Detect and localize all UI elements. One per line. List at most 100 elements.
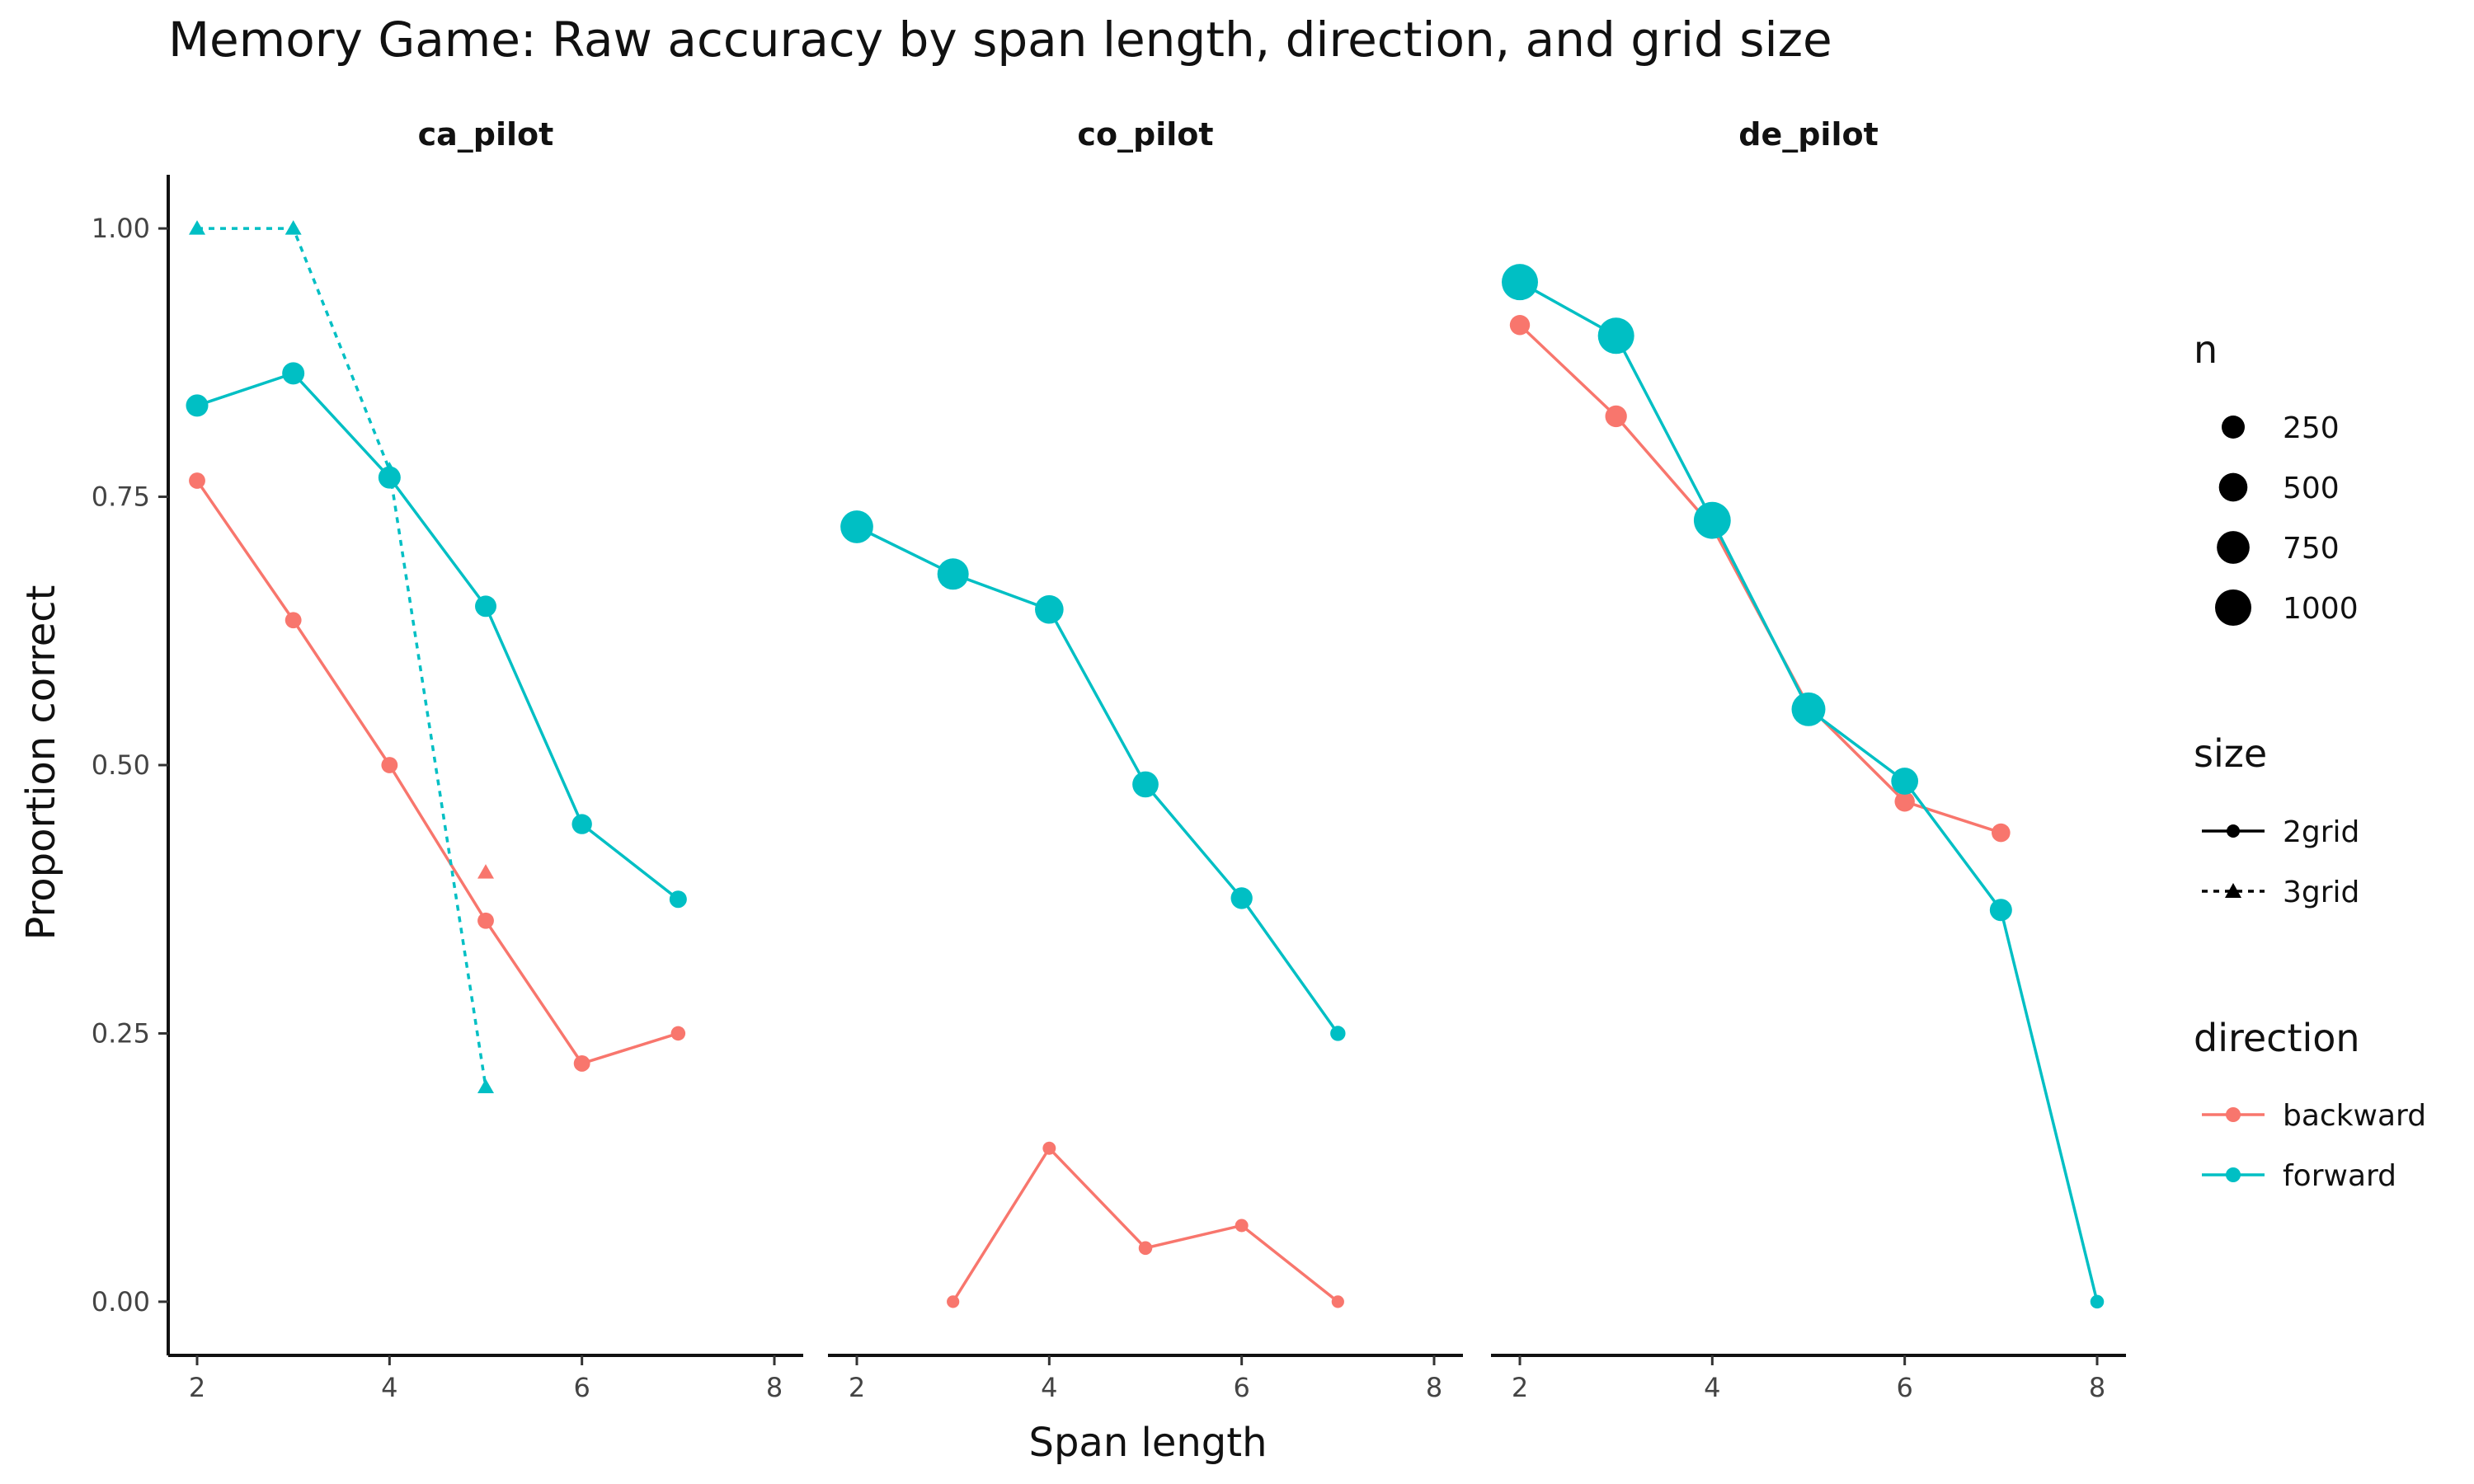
data-point: [1597, 317, 1634, 355]
legend-label: 250: [2283, 411, 2340, 445]
data-point: [1132, 771, 1159, 798]
data-point: [571, 814, 592, 834]
legend-label: 3grid: [2283, 876, 2359, 909]
data-point: [477, 912, 494, 929]
legend-size-key: [2222, 416, 2245, 439]
data-point: [1138, 1241, 1153, 1256]
legend: n 250 500 750 1000 size 2grid 3grid direction bac…: [2194, 327, 2426, 1193]
panel-de_pilot: de_pilot 2 4 6 8: [1491, 116, 2126, 1403]
legend-label: forward: [2283, 1159, 2396, 1193]
legend-color-dot: [2226, 1167, 2241, 1182]
series-backward-2grid: [1509, 315, 2011, 843]
x-tick-label: 4: [381, 1372, 397, 1403]
series-forward-3grid: [189, 220, 494, 1094]
data-point: [282, 362, 305, 385]
legend-shape-triangle: [2225, 883, 2241, 898]
chart-title: Memory Game: Raw accuracy by span length…: [168, 12, 1832, 68]
data-point: [1891, 768, 1919, 795]
x-tick-label: 8: [2089, 1372, 2105, 1403]
legend-size-key: [2217, 531, 2250, 564]
data-point: [475, 595, 496, 618]
legend-label: 1000: [2283, 592, 2359, 626]
data-point-triangle: [189, 220, 205, 235]
legend-label: 2grid: [2283, 815, 2359, 849]
data-point: [381, 757, 398, 773]
facet-label-ca_pilot: ca_pilot: [418, 116, 554, 153]
data-point: [285, 612, 302, 629]
series-line: [1518, 323, 2001, 834]
x-tick-label: 6: [1233, 1372, 1249, 1403]
data-point: [1035, 594, 1064, 624]
data-point: [1235, 1219, 1249, 1233]
y-tick-label: 0.50: [92, 749, 150, 781]
data-point: [1693, 501, 1731, 539]
series-forward-2grid: [186, 362, 687, 909]
x-tick-label: 4: [1704, 1372, 1720, 1403]
data-point-triangle: [477, 1078, 494, 1094]
x-tick-label: 4: [1041, 1372, 1057, 1403]
legend-label: 750: [2283, 532, 2340, 566]
series-forward-2grid: [1502, 264, 2105, 1309]
panel-co_pilot: co_pilot 2 4 6 8: [828, 116, 1463, 1403]
data-point: [937, 558, 969, 590]
data-point: [1509, 315, 1531, 336]
data-point: [1331, 1295, 1344, 1308]
data-point: [1605, 405, 1627, 428]
x-tick-label: 8: [1426, 1372, 1442, 1403]
legend-label: backward: [2283, 1099, 2426, 1133]
data-point: [186, 394, 209, 417]
data-point-triangle: [477, 864, 494, 879]
x-tick-label: 2: [849, 1372, 865, 1403]
series-line: [1519, 280, 2099, 1303]
data-point: [1989, 899, 2012, 922]
y-axis-title: Proportion correct: [18, 585, 64, 941]
legend-shape-circle: [2227, 824, 2240, 838]
series-line: [856, 525, 1339, 1035]
data-point: [840, 510, 873, 543]
x-tick-label: 2: [1512, 1372, 1528, 1403]
data-point: [2090, 1294, 2105, 1309]
x-axis-title: Span length: [1028, 1420, 1267, 1466]
legend-title-size: size: [2194, 731, 2267, 776]
y-tick-label: 0.25: [92, 1017, 150, 1049]
panel-ca_pilot: ca_pilot 2 4 6 8 0.00 0.25 0.50 0.75 1.00: [92, 116, 803, 1403]
legend-color-dot: [2226, 1107, 2241, 1122]
data-point-triangle: [381, 462, 398, 477]
data-point: [189, 472, 205, 489]
facet-panels: ca_pilot 2 4 6 8 0.00 0.25 0.50 0.75 1.00 co_pilot…: [92, 116, 2126, 1403]
series-backward-3grid: [477, 864, 494, 879]
series-forward-2grid: [840, 510, 1346, 1041]
y-tick-label: 0.00: [92, 1286, 150, 1317]
series-backward-2grid: [189, 472, 686, 1072]
data-point: [1230, 887, 1253, 909]
legend-title-direction: direction: [2194, 1016, 2360, 1060]
data-point: [1042, 1141, 1056, 1155]
series-line: [197, 227, 487, 1087]
legend-size-key: [2218, 472, 2248, 502]
data-point-triangle: [285, 220, 302, 235]
series-backward-2grid: [947, 1141, 1344, 1308]
facet-label-de_pilot: de_pilot: [1738, 116, 1879, 153]
data-point: [669, 890, 687, 909]
legend-size-key: [2215, 589, 2251, 626]
series-line: [196, 371, 680, 901]
x-tick-label: 2: [189, 1372, 205, 1403]
legend-label: 500: [2283, 472, 2340, 505]
series-line: [952, 1145, 1339, 1303]
data-point: [1992, 823, 2011, 843]
facet-label-co_pilot: co_pilot: [1077, 116, 1213, 153]
data-point: [1791, 692, 1826, 726]
y-tick-label: 1.00: [92, 213, 150, 244]
x-tick-label: 6: [1896, 1372, 1912, 1403]
x-tick-label: 8: [766, 1372, 783, 1403]
data-point: [1502, 264, 1538, 301]
data-point: [670, 1026, 686, 1041]
series-line: [195, 480, 679, 1065]
legend-title-n: n: [2194, 327, 2218, 372]
data-point: [573, 1054, 590, 1072]
data-point: [1330, 1026, 1346, 1041]
y-tick-label: 0.75: [92, 481, 150, 513]
x-tick-label: 6: [573, 1372, 590, 1403]
data-point: [1894, 791, 1915, 812]
